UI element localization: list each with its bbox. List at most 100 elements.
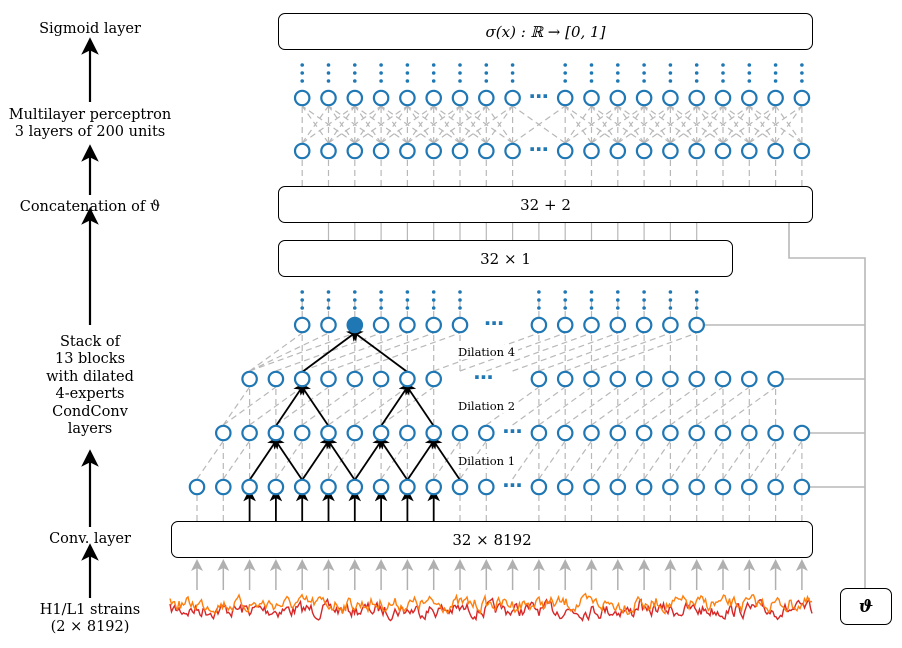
r4-node xyxy=(321,318,335,332)
r4-node xyxy=(453,318,467,332)
dilation-1-line xyxy=(776,441,802,479)
dilation-1-line xyxy=(723,441,749,479)
r4-node xyxy=(348,318,362,332)
r4-vdots xyxy=(432,290,436,294)
m2-node xyxy=(321,91,335,105)
mlp-crossing-line xyxy=(329,106,355,143)
strain-signals xyxy=(170,594,812,621)
mlp-vdots xyxy=(511,63,515,67)
mlp-vdots xyxy=(721,79,725,83)
mlp-vdots xyxy=(695,63,699,67)
dilation-1-line xyxy=(644,441,670,479)
mlp-crossing-line xyxy=(697,106,723,143)
m1-node xyxy=(400,144,414,158)
r3-node xyxy=(532,372,546,386)
r4-vdots xyxy=(406,290,410,294)
r4-node xyxy=(584,318,598,332)
r1-node xyxy=(295,480,309,494)
mlp-vdots xyxy=(458,71,462,75)
r3-node xyxy=(427,372,441,386)
r1-ellipsis: ⋯ xyxy=(503,473,523,497)
mlp-vdots xyxy=(485,63,489,67)
mlp-vdots xyxy=(642,79,646,83)
r3-node xyxy=(374,372,388,386)
r4-vdots xyxy=(616,306,620,310)
dilation-4-text: Dilation 4 xyxy=(458,345,515,359)
r4-vdots xyxy=(590,306,594,310)
r1-node xyxy=(663,480,677,494)
label-concat: Concatenation of ϑ xyxy=(0,199,180,216)
mlp-vdots xyxy=(616,71,620,75)
r1-node xyxy=(795,480,809,494)
r4-vdots xyxy=(537,306,541,310)
r3-node xyxy=(321,372,335,386)
r4-vdots xyxy=(458,306,462,310)
r1-node xyxy=(768,480,782,494)
m2-node xyxy=(611,91,625,105)
r4-vdots xyxy=(563,298,567,302)
mlp-vdots xyxy=(511,71,515,75)
label-strains: H1/L1 strains (2 × 8192) xyxy=(0,602,180,637)
path-d1-line xyxy=(355,441,381,480)
dilation-2-label: Dilation 2 xyxy=(455,399,518,413)
r4-vdots xyxy=(353,298,357,302)
mlp-vdots xyxy=(406,63,410,67)
r1-node xyxy=(453,480,467,494)
mlp-vdots xyxy=(353,63,357,67)
dilation-2-line xyxy=(223,387,249,425)
r3-node xyxy=(611,372,625,386)
r4-vdots xyxy=(590,290,594,294)
m2-node xyxy=(505,91,519,105)
r4-vdots xyxy=(642,290,646,294)
label-sigmoid-text: Sigmoid layer xyxy=(39,21,141,37)
path-d1-line xyxy=(381,441,407,480)
r1-node xyxy=(742,480,756,494)
mlp-vdots xyxy=(590,71,594,75)
r2-node xyxy=(216,426,230,440)
sigmoid-box: σ(x) : ℝ → [0, 1] xyxy=(278,13,813,50)
mlp-vdots xyxy=(327,63,331,67)
r4-vdots xyxy=(300,306,304,310)
m1-node xyxy=(427,144,441,158)
r2-node xyxy=(269,426,283,440)
mlp-vdots xyxy=(563,79,567,83)
mlp-crossing-line xyxy=(723,106,749,143)
r3-node xyxy=(690,372,704,386)
r1-node xyxy=(716,480,730,494)
r1-node xyxy=(532,480,546,494)
mlp-vdots xyxy=(642,71,646,75)
label-stack-line3: with dilated xyxy=(0,369,180,386)
r4-vdots xyxy=(406,306,410,310)
sigmoid-box-text: σ(x) : ℝ → [0, 1] xyxy=(486,23,606,41)
m1-node xyxy=(716,144,730,158)
m2-node xyxy=(795,91,809,105)
mlp-vdots xyxy=(695,79,699,83)
path-d2-line xyxy=(381,387,407,426)
mlp-vdots xyxy=(432,71,436,75)
theta-box-text: ϑ xyxy=(859,597,873,617)
r1-node xyxy=(637,480,651,494)
r3-ellipsis: ⋯ xyxy=(474,365,494,389)
r2-node xyxy=(427,426,441,440)
reduce-box-text: 32 × 1 xyxy=(480,250,531,268)
mlp-vdots xyxy=(590,79,594,83)
m1-node xyxy=(348,144,362,158)
input-arrows xyxy=(197,565,802,590)
r1-node xyxy=(400,480,414,494)
r2-node xyxy=(374,426,388,440)
r4-vdots xyxy=(327,290,331,294)
mlp-vdots xyxy=(774,79,778,83)
mlp-vdots xyxy=(721,63,725,67)
r4-node xyxy=(295,318,309,332)
r2-node xyxy=(532,426,546,440)
mlp-vdots xyxy=(800,71,804,75)
m2-node xyxy=(348,91,362,105)
r2-ellipsis: ⋯ xyxy=(503,419,523,443)
dilation-1-line xyxy=(223,441,249,479)
m1-node xyxy=(295,144,309,158)
r2-node xyxy=(611,426,625,440)
m2-node xyxy=(558,91,572,105)
r2-node xyxy=(242,426,256,440)
mlp-crossing-line xyxy=(776,106,802,143)
r4-ellipsis: ⋯ xyxy=(484,311,504,335)
